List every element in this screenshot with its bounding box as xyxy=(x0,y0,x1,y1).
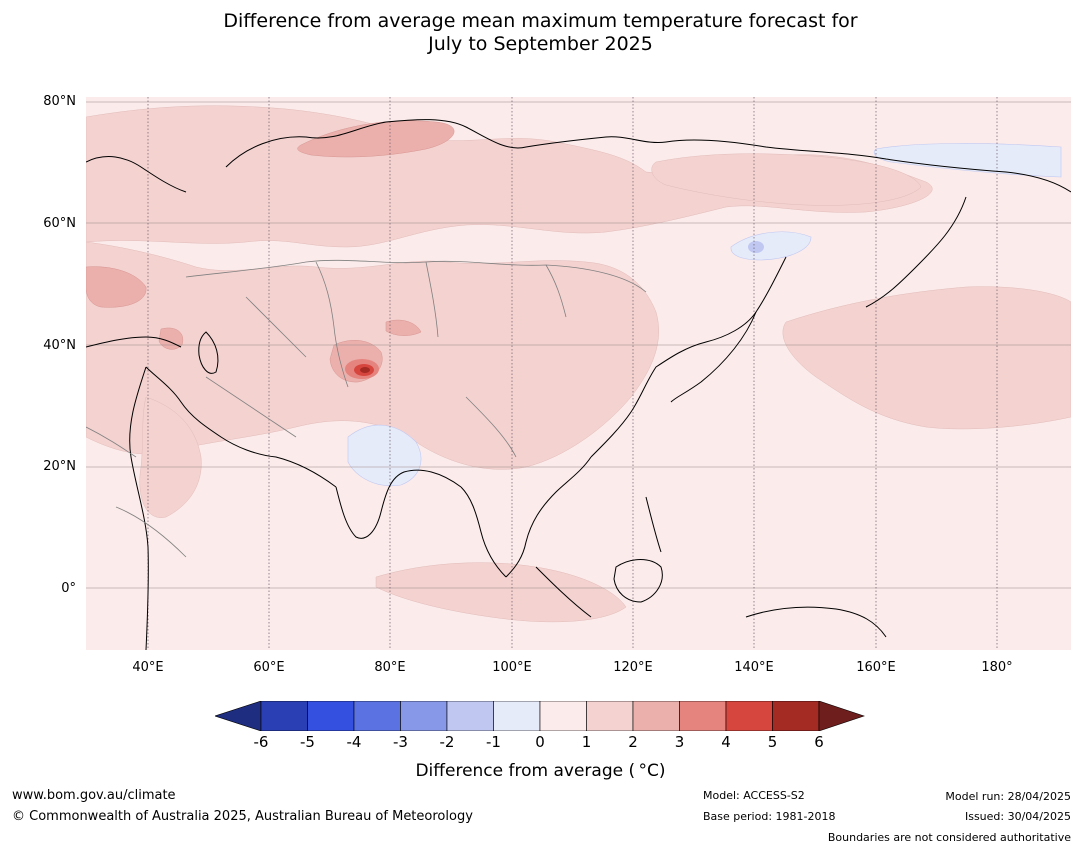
anomaly-sea-of-okhotsk xyxy=(730,231,812,261)
colorbar-extend-high xyxy=(818,701,865,731)
coastlines xyxy=(86,119,1071,650)
coastline-north-asia xyxy=(225,119,1071,193)
colorbar-tick-label: 1 xyxy=(581,733,592,751)
coastline-philippines xyxy=(645,496,662,553)
chart-title-line-2: July to September 2025 xyxy=(428,33,653,55)
colorbar-tick-label: -5 xyxy=(300,733,315,751)
colorbar-tick-label: -2 xyxy=(439,733,455,751)
coastline-sumatra xyxy=(535,566,592,618)
coastline-new-guinea xyxy=(745,606,887,638)
country-borders xyxy=(86,259,647,558)
lon-label: 120°E xyxy=(613,660,653,675)
colorbar-tick-label: -4 xyxy=(346,733,362,751)
anomaly-east-siberia xyxy=(651,153,922,206)
colorbar-segment xyxy=(260,701,308,731)
base-period: Base period: 1981-2018 xyxy=(703,810,836,823)
colorbar-tick-label: 6 xyxy=(814,733,824,751)
anomaly-north-pacific xyxy=(782,286,1071,430)
colorbar-tick-label: 2 xyxy=(628,733,638,751)
coastline-arabia xyxy=(145,366,337,488)
coastline-japan xyxy=(670,311,757,403)
lon-label: 160°E xyxy=(856,660,896,675)
lat-label: 0° xyxy=(61,581,76,596)
colorbar-segment xyxy=(772,701,820,731)
lat-label: 40°N xyxy=(43,338,76,353)
colorbar-segment xyxy=(586,701,634,731)
copyright: © Commonwealth of Australia 2025, Austra… xyxy=(12,809,473,824)
lon-label: 60°E xyxy=(253,660,285,675)
anomaly-arctic-ural xyxy=(297,120,455,158)
anomaly-hot-spot xyxy=(345,359,379,379)
colorbar-tick-label: 4 xyxy=(721,733,731,751)
colorbar-segment xyxy=(353,701,401,731)
coastline-caspian xyxy=(198,331,219,374)
boundary-disclaimer: Boundaries are not considered authoritat… xyxy=(827,831,1071,844)
anomaly-arabia xyxy=(139,396,202,518)
model-name: Model: ACCESS-S2 xyxy=(703,789,805,802)
lat-label: 60°N xyxy=(43,216,76,231)
colorbar-tick-label: -6 xyxy=(253,733,269,751)
model-run-date: Model run: 28/04/2025 xyxy=(945,790,1071,803)
lat-label: 80°N xyxy=(43,94,76,109)
lon-label: 180° xyxy=(981,660,1013,675)
lon-label: 100°E xyxy=(492,660,532,675)
anomaly-equatorial-indian-ocean xyxy=(375,562,627,623)
colorbar-segment xyxy=(725,701,773,731)
anomaly-eastern-europe xyxy=(86,266,147,308)
anomaly-map xyxy=(86,97,1071,650)
colorbar-tick-label: 3 xyxy=(674,733,685,751)
colorbar-segment xyxy=(307,701,355,731)
coastline-kamchatka xyxy=(865,196,967,308)
colorbar-segment xyxy=(493,701,541,731)
colorbar-extend-low xyxy=(215,701,262,731)
colorbar xyxy=(215,701,865,731)
issued-date: Issued: 30/04/2025 xyxy=(964,810,1071,823)
anomaly-5-to-6 xyxy=(360,367,370,373)
colorbar-tick-label: -1 xyxy=(486,733,501,751)
colorbar-segment xyxy=(400,701,448,731)
anomaly-kazakh xyxy=(385,319,422,336)
colorbar-segment xyxy=(446,701,494,731)
chart-title-line-1: Difference from average mean maximum tem… xyxy=(223,10,858,32)
site-url: www.bom.gov.au/climate xyxy=(12,788,176,803)
anomaly-okhotsk-core xyxy=(748,241,764,253)
coastline-indochina xyxy=(460,486,507,578)
coastline-bay-of-bengal xyxy=(335,469,462,539)
anomaly-negative-regions xyxy=(347,143,1062,487)
colorbar-segment xyxy=(679,701,727,731)
coastline-southeast-asia xyxy=(505,456,592,578)
colorbar-tick-label: 5 xyxy=(767,733,778,751)
lat-label: 20°N xyxy=(43,459,76,474)
meridians xyxy=(147,97,998,650)
coastline-borneo xyxy=(613,559,663,603)
colorbar-segment xyxy=(539,701,587,731)
lon-label: 80°E xyxy=(374,660,406,675)
coastline-mediterranean xyxy=(86,336,182,348)
lon-label: 140°E xyxy=(734,660,774,675)
coastline-scandinavia xyxy=(86,156,187,193)
coastline-africa xyxy=(129,366,149,650)
anomaly-east-siberian-coast xyxy=(873,143,1062,178)
lon-label: 40°E xyxy=(132,660,164,675)
colorbar-segment xyxy=(632,701,680,731)
colorbar-tick-label: 0 xyxy=(535,733,545,751)
colorbar-tick-label: -3 xyxy=(393,733,408,751)
gridlines xyxy=(86,101,1071,589)
colorbar-label: Difference from average ( °C) xyxy=(415,761,666,781)
coastline-east-asia xyxy=(590,256,787,458)
